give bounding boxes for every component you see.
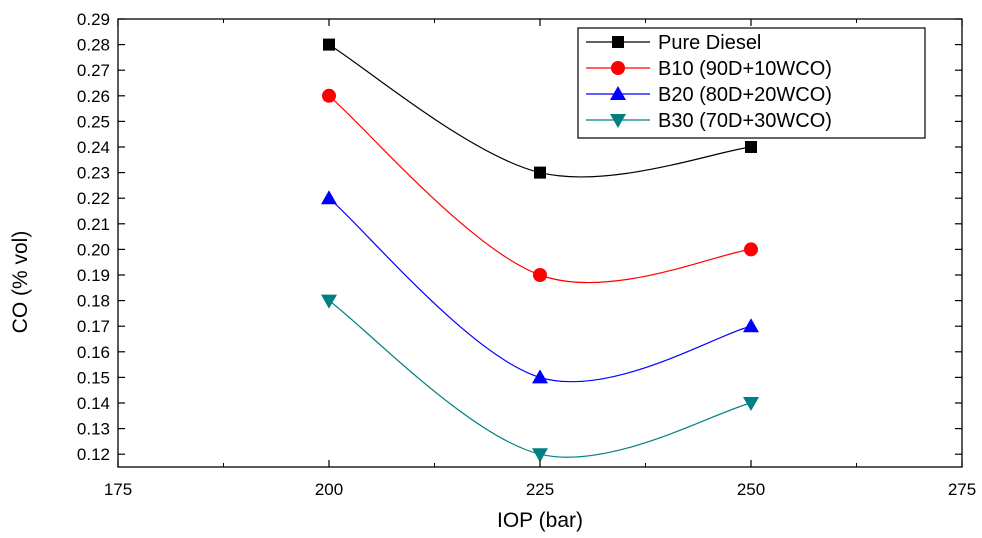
y-tick-label: 0.22 [77,189,110,208]
data-point-s1-2 [744,242,758,257]
data-point-s2-2 [743,318,759,333]
data-point-s2-0 [321,190,337,205]
data-point-s0-2 [745,141,757,153]
legend-marker-0 [612,36,624,48]
legend-marker-3 [610,114,626,128]
y-tick-label: 0.19 [77,266,110,285]
data-point-s0-1 [534,166,546,179]
x-axis-title: IOP (bar) [497,509,583,532]
x-tick-label: 175 [104,480,132,499]
legend-label-3: B30 (70D+30WCO) [658,110,832,132]
data-point-s0-0 [323,38,335,51]
legend-marker-1 [611,61,625,75]
legend-label-2: B20 (80D+20WCO) [658,84,832,106]
x-tick-label: 200 [315,480,343,499]
y-tick-label: 0.17 [77,317,110,336]
series-markers [321,38,759,463]
y-tick-label: 0.26 [77,87,110,106]
y-tick-label: 0.13 [77,420,110,439]
data-point-s1-1 [533,268,547,282]
y-tick-label: 0.28 [77,36,110,55]
legend: Pure Diesel B10 (90D+10WCO) B20 (80D+20WCO… [577,27,926,139]
data-point-s3-0 [321,294,337,309]
series-line-2 [328,197,752,383]
y-tick-label: 0.20 [77,240,110,259]
y-tick-label: 0.23 [77,164,110,183]
y-tick-label: 0.27 [77,61,110,80]
x-tick-label: 225 [526,480,554,499]
y-tick-label: 0.24 [77,138,110,157]
data-point-s3-1 [532,448,548,463]
y-tick-label: 0.25 [77,112,110,131]
x-tick-label: 275 [948,480,976,499]
legend-label-0: Pure Diesel [658,32,761,54]
data-point-s2-1 [532,369,548,384]
y-tick-label: 0.15 [77,368,110,387]
y-tick-label: 0.21 [77,215,110,234]
legend-label-1: B10 (90D+10WCO) [658,58,832,80]
y-tick-label: 0.18 [77,292,110,311]
y-axis-title: CO (% vol) [9,231,32,334]
data-point-s3-2 [743,397,759,411]
y-tick-label: 0.14 [77,394,110,413]
x-tick-label: 250 [737,480,765,499]
data-point-s1-0 [322,88,336,103]
axes: 175 200 225 250 275 0.12 0.13 0.14 0.15 0.16 0.17 0… [77,10,976,499]
y-tick-label: 0.16 [77,343,110,362]
legend-marker-2 [610,86,626,100]
y-tick-label: 0.12 [77,445,110,464]
y-tick-label: 0.29 [77,10,110,29]
